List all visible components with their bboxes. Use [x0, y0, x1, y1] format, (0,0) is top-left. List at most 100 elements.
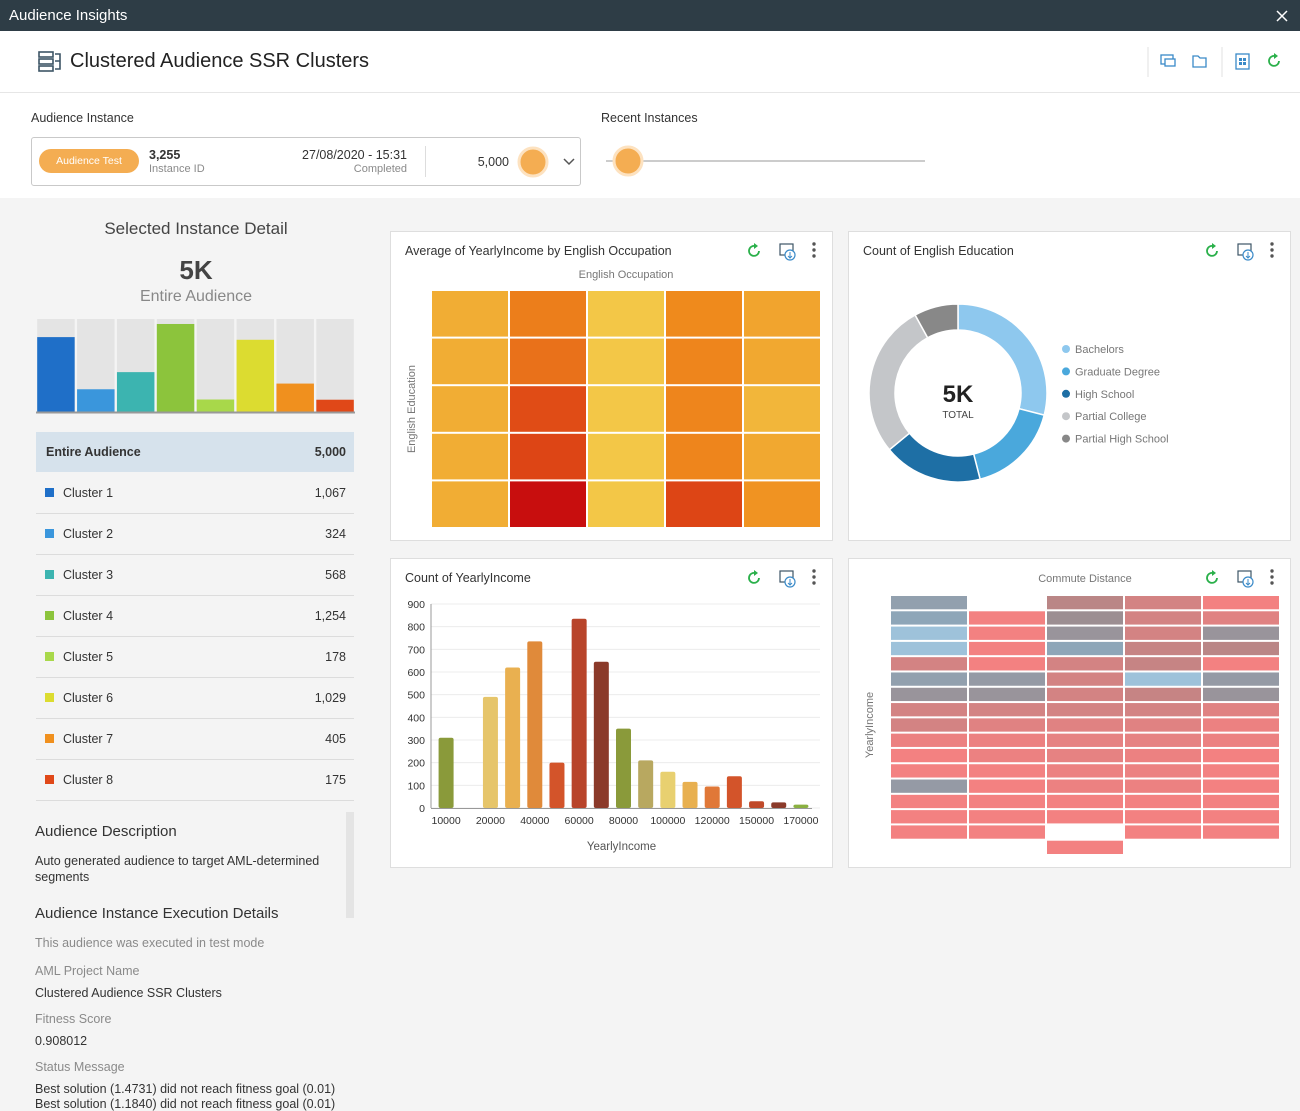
heat-cell: [969, 794, 1045, 809]
legend-swatch: [45, 734, 54, 743]
table-row: Cluster 2 324: [36, 514, 354, 555]
heat-cell: [1125, 718, 1201, 732]
bar: [482, 696, 498, 808]
toolbar-button[interactable]: [1160, 54, 1176, 67]
refresh-button[interactable]: [748, 570, 760, 584]
legend-marker: [1062, 412, 1070, 421]
export-button[interactable]: [1237, 570, 1254, 588]
x-tick-label: 40000: [520, 815, 549, 827]
chart-title: Average of YearlyIncome by English Occup…: [405, 244, 672, 258]
bar-track: [196, 319, 235, 412]
heat-cell: [744, 338, 820, 385]
legend-label: Bachelors: [1075, 344, 1124, 356]
refresh-button[interactable]: [1206, 570, 1218, 584]
y-tick-label: 0: [419, 803, 425, 815]
heat-cell: [1047, 810, 1123, 824]
legend-swatch: [45, 775, 54, 784]
chart-card: Commute Distance YearlyIncome: [848, 558, 1291, 868]
bar: [682, 781, 698, 808]
heat-cell: [432, 338, 508, 385]
x-axis-label: YearlyIncome: [587, 841, 656, 853]
row-value: 175: [325, 773, 346, 787]
donut-slice: [972, 407, 1046, 481]
heat-cell: [1125, 611, 1201, 625]
row-name: Cluster 6: [63, 691, 114, 705]
section-title: Audience Instance Execution Details: [35, 905, 279, 922]
x-tick-label: 80000: [609, 815, 638, 827]
legend-marker: [1062, 345, 1070, 353]
header-value: 5,000: [314, 445, 346, 459]
separator: [425, 146, 426, 177]
heat-cell: [1203, 611, 1279, 625]
export-button[interactable]: [1237, 243, 1254, 261]
menu-button[interactable]: [1270, 242, 1274, 258]
menu-button[interactable]: [812, 242, 816, 258]
table-header: Entire Audience 5,000: [36, 432, 354, 472]
heat-cell: [891, 672, 967, 686]
menu-button[interactable]: [1270, 569, 1274, 585]
heat-cell: [588, 433, 664, 480]
toolbar-button[interactable]: [1235, 53, 1250, 70]
heat-cell: [891, 748, 967, 763]
heat-cell: [1203, 733, 1279, 747]
heat-cell: [1203, 672, 1279, 686]
bar: [527, 641, 543, 808]
card-toolbar: [748, 569, 816, 588]
heat-cell: [1203, 596, 1279, 610]
field-label: AML Project Name: [35, 964, 140, 978]
heat-cell: [1203, 718, 1279, 732]
heat-cell: [969, 764, 1045, 778]
heat-cell: [744, 386, 820, 432]
row-value: 1,254: [314, 609, 346, 623]
heat-cell: [969, 779, 1045, 793]
refresh-button[interactable]: [1268, 53, 1280, 67]
bar: [771, 802, 787, 808]
table-row: Cluster 8 175: [36, 760, 354, 801]
heat-cell: [432, 481, 508, 527]
header-name: Entire Audience: [46, 445, 141, 459]
bar: [276, 383, 314, 412]
export-button[interactable]: [779, 243, 796, 261]
x-tick-label: 170000: [783, 815, 818, 827]
heat-cell: [891, 718, 967, 732]
bar: [116, 372, 155, 412]
header: Clustered Audience SSR Clusters: [0, 31, 1300, 93]
bar: [37, 337, 75, 412]
toolbar-button[interactable]: [1192, 55, 1207, 68]
heat-cell: [1203, 794, 1279, 809]
instance-selector[interactable]: [31, 137, 581, 186]
export-button[interactable]: [779, 570, 796, 588]
field-label: Status Message: [35, 1060, 125, 1074]
heat-cell: [969, 641, 1045, 656]
heat-cell: [1047, 733, 1123, 747]
refresh-button[interactable]: [1206, 243, 1218, 257]
scrollbar[interactable]: [346, 812, 354, 918]
center-label: 5K: [943, 381, 974, 408]
x-tick-label: 120000: [695, 815, 730, 827]
bar: [616, 728, 631, 808]
heat-cell: [1203, 779, 1279, 793]
instance-tag: Audience Test: [39, 149, 139, 173]
table-row: Cluster 4 1,254: [36, 596, 354, 637]
heat-cell: [510, 386, 586, 432]
heat-cell: [1125, 641, 1201, 656]
instance-id: 3,255: [149, 148, 181, 162]
heat-cell: [969, 718, 1045, 732]
heat-cell: [891, 657, 967, 671]
window-title: Audience Insights: [9, 7, 128, 24]
close-button[interactable]: [1275, 9, 1289, 23]
recent-slider[interactable]: [600, 143, 930, 179]
bar: [660, 771, 676, 808]
bar: [438, 737, 454, 808]
heat-cell: [666, 481, 742, 527]
bar: [638, 760, 654, 808]
legend-swatch: [45, 570, 54, 579]
chart-title: Count of YearlyIncome: [405, 571, 531, 585]
bar-track: [316, 319, 354, 412]
heat-cell: [432, 433, 508, 480]
menu-button[interactable]: [812, 569, 816, 585]
refresh-button[interactable]: [748, 243, 760, 257]
heat-cell: [1047, 794, 1123, 809]
heat-cell: [666, 433, 742, 480]
